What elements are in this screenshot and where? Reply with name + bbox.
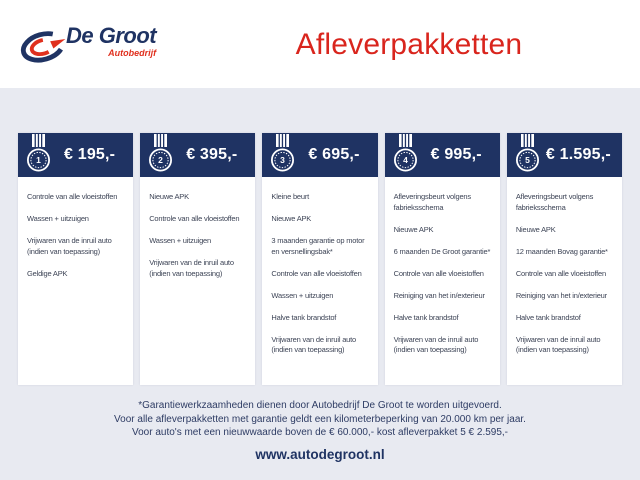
svg-text:3: 3	[281, 155, 286, 165]
footnote-line: *Garantiewerkzaamheden dienen door Autob…	[138, 400, 502, 411]
page-header: De Groot Autobedrijf Afleverpakketten	[0, 0, 640, 88]
package-price: € 1.595,-	[545, 146, 611, 163]
package-header: 4 € 995,-	[384, 133, 500, 179]
feature-item: Vrijwaren van de inruil auto (indien van…	[27, 236, 112, 256]
feature-item: Vrijwaren van de inruil auto (indien van…	[393, 334, 479, 355]
package-price: € 395,-	[186, 146, 238, 163]
footnote-line: Voor alle afleverpakketten met garantie …	[114, 413, 526, 425]
logo-text: De Groot Autobedrijf	[66, 22, 157, 58]
feature-item: Controle van alle vloeistoffen	[393, 268, 484, 278]
svg-text:1: 1	[36, 155, 41, 165]
package-features: Nieuwe APK Controle van alle vloeistoffen…	[140, 177, 255, 291]
feature-item: 6 maanden De Groot garantie*	[393, 246, 491, 256]
feature-item: 3 maanden garantie op motor en versnelli…	[271, 236, 365, 256]
feature-item: Vrijwaren van de inruil auto (indien van…	[149, 258, 234, 278]
package-card: 4 € 995,- Afleveringsbeurt volgens fabri…	[384, 133, 500, 385]
package-price: € 995,-	[430, 146, 482, 163]
package-price: € 695,-	[308, 146, 360, 163]
feature-item: Nieuwe APK	[515, 224, 556, 234]
logo-swoosh-icon	[20, 31, 66, 63]
footnote-line: Voor auto's met een nieuwwaarde boven de…	[131, 427, 509, 438]
feature-item: Afleveringsbeurt volgens fabrieksschema	[515, 192, 594, 212]
medal-icon: 5	[514, 134, 541, 179]
page-title: Afleverpakketten	[295, 28, 523, 61]
feature-item: Halve tank brandstof	[271, 312, 337, 322]
company-logo: De Groot Autobedrijf	[18, 23, 178, 65]
footnotes: *Garantiewerkzaamheden dienen door Autob…	[0, 399, 640, 440]
package-header: 1 € 195,-	[18, 133, 134, 179]
feature-item: Nieuwe APK	[149, 192, 189, 201]
package-card: 5 € 1.595,- Afleveringsbeurt volgens fab…	[506, 133, 623, 385]
feature-item: Afleveringsbeurt volgens fabrieksschema	[393, 192, 472, 212]
svg-text:2: 2	[158, 155, 163, 165]
packages-row: 1 € 195,- Controle van alle vloeistoffen…	[0, 133, 640, 385]
svg-text:5: 5	[525, 155, 530, 165]
package-header: 2 € 395,-	[140, 133, 256, 179]
feature-item: Controle van alle vloeistoffen	[271, 268, 362, 278]
feature-item: Reiniging van het in/exterieur	[515, 290, 607, 300]
feature-item: Reiniging van het in/exterieur	[393, 290, 485, 300]
feature-item: Wassen + uitzuigen	[27, 214, 89, 223]
feature-item: Geldige APK	[27, 268, 68, 278]
package-header: 5 € 1.595,-	[506, 133, 623, 179]
package-card: 1 € 195,- Controle van alle vloeistoffen…	[18, 133, 134, 385]
feature-item: Kleine beurt	[271, 192, 310, 201]
package-features: Afleveringsbeurt volgens fabrieksschema N…	[507, 177, 622, 367]
medal-icon: 3	[269, 134, 296, 179]
website-link[interactable]: www.autodegroot.nl	[255, 446, 385, 462]
package-card: 2 € 395,- Nieuwe APK Controle van alle vl…	[140, 133, 256, 385]
medal-icon: 1	[25, 134, 52, 179]
svg-text:4: 4	[403, 155, 408, 165]
package-header: 3 € 695,-	[262, 133, 378, 179]
package-features: Controle van alle vloeistoffen Wassen + u…	[18, 177, 133, 291]
feature-item: Vrijwaren van de inruil auto (indien van…	[271, 334, 356, 355]
feature-item: Wassen + uitzuigen	[149, 236, 211, 245]
feature-item: Nieuwe APK	[271, 214, 312, 223]
feature-item: Controle van alle vloeistoffen	[149, 214, 240, 223]
package-features: Kleine beurt Nieuwe APK 3 maanden garantie…	[262, 177, 377, 367]
package-price: € 195,-	[63, 146, 116, 163]
logo-subtitle: Autobedrijf	[108, 47, 157, 58]
content-area: 1 € 195,- Controle van alle vloeistoffen…	[0, 88, 640, 480]
medal-icon: 4	[392, 134, 419, 179]
package-features: Afleveringsbeurt volgens fabrieksschema N…	[385, 177, 500, 367]
logo-company-name: De Groot	[66, 22, 157, 48]
feature-item: Vrijwaren van de inruil auto (indien van…	[515, 334, 601, 355]
feature-item: Halve tank brandstof	[515, 312, 581, 322]
feature-item: Halve tank brandstof	[393, 312, 459, 322]
feature-item: 12 maanden Bovag garantie*	[515, 246, 608, 256]
medal-icon: 2	[147, 134, 174, 179]
package-card: 3 € 695,- Kleine beurt Nieuwe APK 3 maande…	[262, 133, 378, 385]
feature-item: Nieuwe APK	[393, 224, 434, 234]
feature-item: Wassen + uitzuigen	[271, 290, 334, 300]
feature-item: Controle van alle vloeistoffen	[515, 268, 606, 278]
feature-item: Controle van alle vloeistoffen	[27, 192, 118, 201]
